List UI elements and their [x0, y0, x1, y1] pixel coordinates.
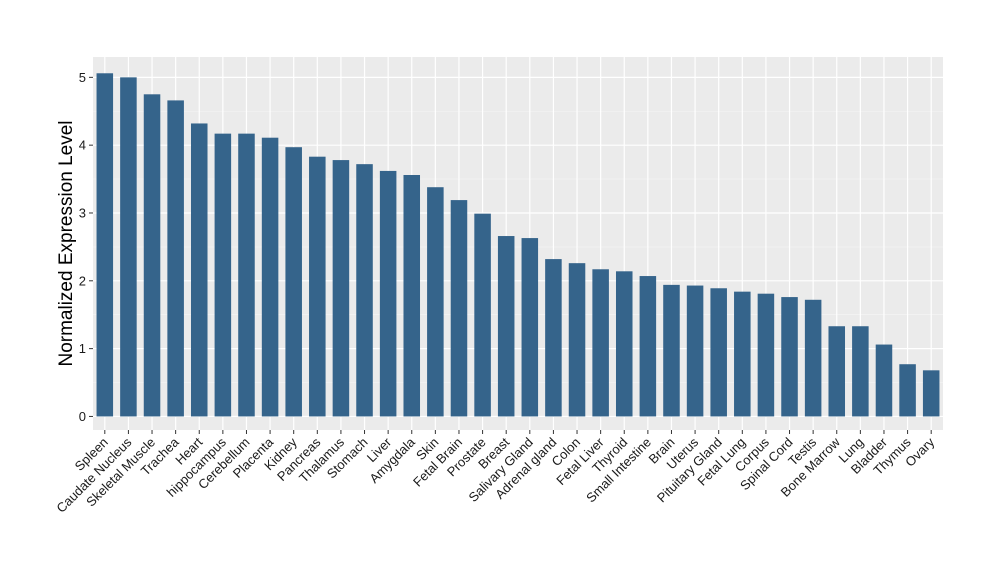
- bar: [922, 370, 940, 417]
- bar: [804, 299, 822, 417]
- bar: [285, 147, 302, 417]
- bar: [568, 263, 586, 417]
- plot-panel: [93, 57, 943, 430]
- bar: [545, 259, 562, 417]
- bar: [734, 291, 751, 417]
- y-tick-label: 1: [79, 341, 86, 356]
- bar: [143, 94, 161, 417]
- bar: [615, 271, 633, 417]
- y-tick-label: 4: [79, 138, 86, 153]
- bar: [639, 276, 657, 417]
- bar: [710, 288, 727, 417]
- bar: [875, 344, 893, 417]
- bar: [238, 133, 255, 417]
- bar: [686, 285, 704, 417]
- bar: [167, 100, 184, 417]
- bar: [663, 284, 680, 417]
- bar: [427, 187, 444, 417]
- bar: [356, 164, 373, 417]
- y-axis-title: Normalized Expression Level: [56, 120, 77, 366]
- bar: [852, 326, 869, 417]
- bar: [592, 269, 609, 417]
- bar: [379, 170, 397, 417]
- bar: [403, 175, 421, 417]
- bar: [450, 200, 468, 417]
- bars: [96, 73, 940, 417]
- bar: [309, 156, 326, 417]
- bar: [261, 137, 279, 417]
- y-tick-label: 0: [79, 409, 86, 424]
- bar: [757, 293, 775, 417]
- y-axis: 0 1 2 3 4 5: [79, 70, 93, 424]
- bar: [332, 160, 350, 417]
- y-tick-label: 2: [79, 273, 86, 288]
- bar: [781, 297, 798, 417]
- bar: [214, 133, 232, 417]
- bar: [190, 123, 208, 417]
- bar: [96, 73, 114, 417]
- bar: [474, 213, 491, 417]
- bar: [899, 364, 916, 417]
- bar: [497, 236, 515, 417]
- y-tick-label: 3: [79, 205, 86, 220]
- y-tick-label: 5: [79, 70, 86, 85]
- bar: [120, 77, 137, 417]
- bar: [521, 238, 539, 417]
- bar: [828, 326, 846, 417]
